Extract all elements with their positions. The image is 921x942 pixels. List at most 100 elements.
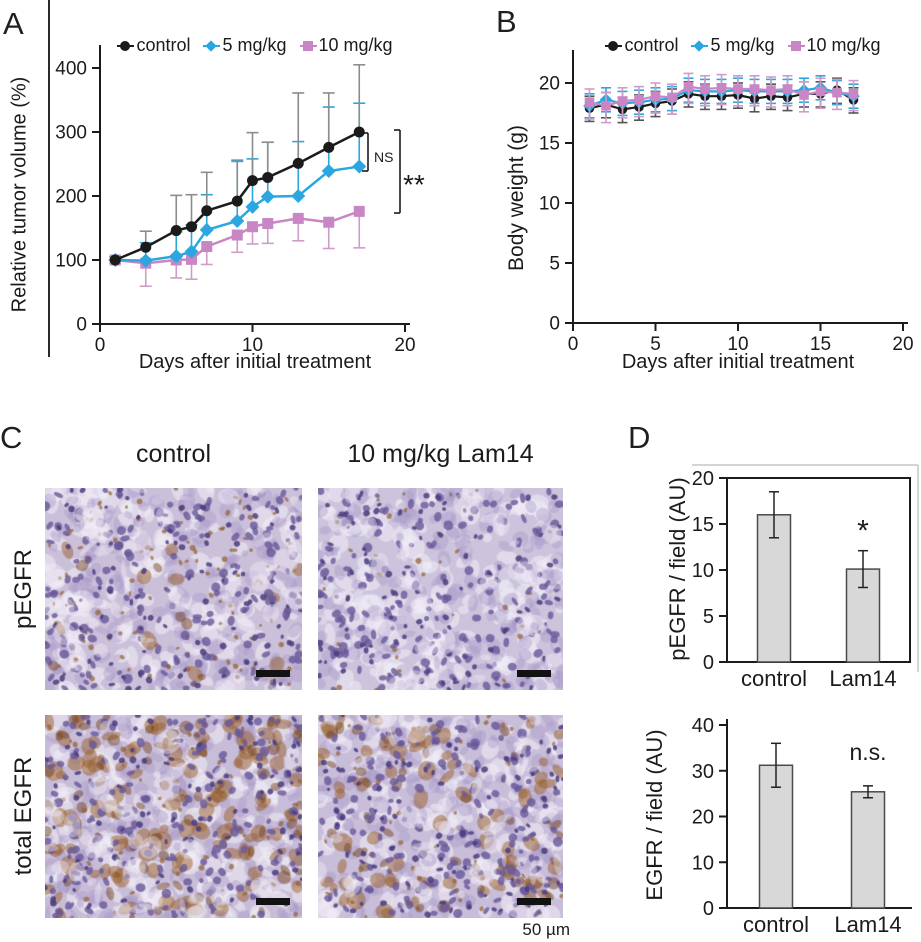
y-tick-label: 40 xyxy=(692,715,714,737)
x-tick-label: 10 xyxy=(242,335,263,356)
diamond-marker-icon xyxy=(203,39,221,52)
error-bar xyxy=(858,549,868,589)
ihc-micrograph xyxy=(318,488,563,690)
panel-b-label: B xyxy=(496,4,517,39)
legend-item-5-mg-kg: 5 mg/kg xyxy=(691,35,775,56)
tumor-chart-ylabel: Relative tumor volume (%) xyxy=(8,76,31,313)
axes xyxy=(719,477,911,663)
y-tick-label: 0 xyxy=(76,315,87,336)
legend-item-control: control xyxy=(605,35,678,56)
panel-divider-line xyxy=(48,0,50,357)
legend-label: 10 mg/kg xyxy=(318,35,393,55)
significance-label: * xyxy=(857,515,869,548)
category-label: control xyxy=(743,912,809,937)
x-tick-label: 0 xyxy=(95,335,106,356)
y-tick-label: 5 xyxy=(549,254,560,275)
y-tick-label: 5 xyxy=(703,606,714,628)
legend-item-10-mg-kg: 10 mg/kg xyxy=(299,35,393,56)
y-tick-label: 400 xyxy=(55,59,87,80)
y-tick-label: 0 xyxy=(549,314,560,335)
weight-chart-legend: control 5 mg/kg 10 mg/kg xyxy=(583,35,903,56)
y-tick-label: 15 xyxy=(692,514,714,536)
axes xyxy=(719,719,912,909)
y-tick-label: 20 xyxy=(539,74,560,95)
y-tick-label: 10 xyxy=(539,194,560,215)
error-bar xyxy=(771,742,781,788)
weight-chart-xlabel: Days after initial treatment xyxy=(621,351,855,373)
panel-a-label: A xyxy=(3,6,24,41)
square-marker-icon xyxy=(787,39,805,52)
y-tick-label: 300 xyxy=(55,123,87,144)
axes xyxy=(92,45,410,332)
x-tick-label: 5 xyxy=(650,334,661,355)
series-10-mg-kg xyxy=(584,72,859,124)
legend-label: 5 mg/kg xyxy=(222,35,287,55)
bar-lam14 xyxy=(850,791,886,909)
x-tick-label: 10 xyxy=(727,334,748,355)
ihc-row-label-total-egfr: total EGFR xyxy=(10,756,37,876)
category-label: control xyxy=(741,666,807,691)
scale-bar-label: 50 µm xyxy=(522,920,570,939)
panel-c-label: C xyxy=(0,420,23,455)
tumor-chart-legend: control 5 mg/kg 10 mg/kg xyxy=(105,35,405,56)
significance-label: n.s. xyxy=(849,739,886,765)
significance-label: NS xyxy=(374,149,393,165)
x-tick-label: 20 xyxy=(394,335,415,356)
series-10-mg-kg xyxy=(109,205,366,288)
y-tick-label: 200 xyxy=(55,187,87,208)
tumor-chart-xlabel: Days after initial treatment xyxy=(138,351,372,373)
series-control xyxy=(109,64,366,266)
bar-control xyxy=(758,764,794,909)
scale-bar xyxy=(517,898,551,905)
error-bar xyxy=(863,785,873,799)
legend-item-10-mg-kg: 10 mg/kg xyxy=(787,35,881,56)
egfr-quantification-chart: 0 10 20 30 40 control Lam14 n.s. xyxy=(692,715,912,937)
panel-d-label: D xyxy=(628,420,651,455)
scale-bar xyxy=(256,670,290,677)
scale-bar xyxy=(256,898,290,905)
weight-chart-ylabel: Body weight (g) xyxy=(505,125,528,271)
y-tick-label: 0 xyxy=(703,898,714,920)
y-tick-label: 15 xyxy=(539,134,560,155)
ihc-column-header-lam14: 10 mg/kg Lam14 xyxy=(347,440,534,468)
circle-marker-icon xyxy=(605,39,623,52)
significance-bracket xyxy=(394,129,401,214)
tumor-volume-chart: 0 100 200 300 400 0 10 20 NS ** xyxy=(55,45,425,356)
x-tick-label: 15 xyxy=(810,334,831,355)
circle-marker-icon xyxy=(117,39,135,52)
body-weight-chart: 0 5 10 15 20 0 5 10 15 20 xyxy=(539,50,914,355)
ihc-image-total-egfr-control xyxy=(45,715,302,918)
axes xyxy=(565,50,908,331)
category-label: Lam14 xyxy=(829,666,896,691)
y-tick-label: 30 xyxy=(692,761,714,783)
ihc-image-pegfr-control xyxy=(45,488,302,690)
ihc-micrograph xyxy=(318,715,563,918)
diamond-marker-icon xyxy=(691,39,709,52)
legend-label: 5 mg/kg xyxy=(710,35,775,55)
error-bar xyxy=(769,491,779,539)
y-tick-label: 20 xyxy=(692,807,714,829)
x-tick-label: 0 xyxy=(568,334,579,355)
bar-control xyxy=(756,514,792,663)
square-marker-icon xyxy=(299,39,317,52)
ihc-image-pegfr-lam14 xyxy=(318,488,563,690)
y-tick-label: 20 xyxy=(692,468,714,490)
legend-label: control xyxy=(136,35,191,55)
egfr-chart-ylabel: EGFR / field (AU) xyxy=(642,729,667,901)
y-tick-label: 0 xyxy=(703,652,714,674)
y-tick-label: 10 xyxy=(692,852,714,874)
ihc-image-total-egfr-lam14 xyxy=(318,715,563,918)
category-label: Lam14 xyxy=(834,912,901,937)
scale-bar xyxy=(517,670,551,677)
legend-item-5-mg-kg: 5 mg/kg xyxy=(203,35,287,56)
legend-item-control: control xyxy=(117,35,190,56)
legend-label: control xyxy=(624,35,679,55)
ihc-micrograph xyxy=(45,488,302,690)
pegfr-quantification-chart: 0 5 10 15 20 control Lam14 * xyxy=(692,464,919,691)
y-tick-label: 10 xyxy=(692,560,714,582)
y-tick-label: 100 xyxy=(55,251,87,272)
significance-label: ** xyxy=(403,169,425,200)
ihc-column-header-control: control xyxy=(135,440,212,468)
legend-label: 10 mg/kg xyxy=(806,35,881,55)
